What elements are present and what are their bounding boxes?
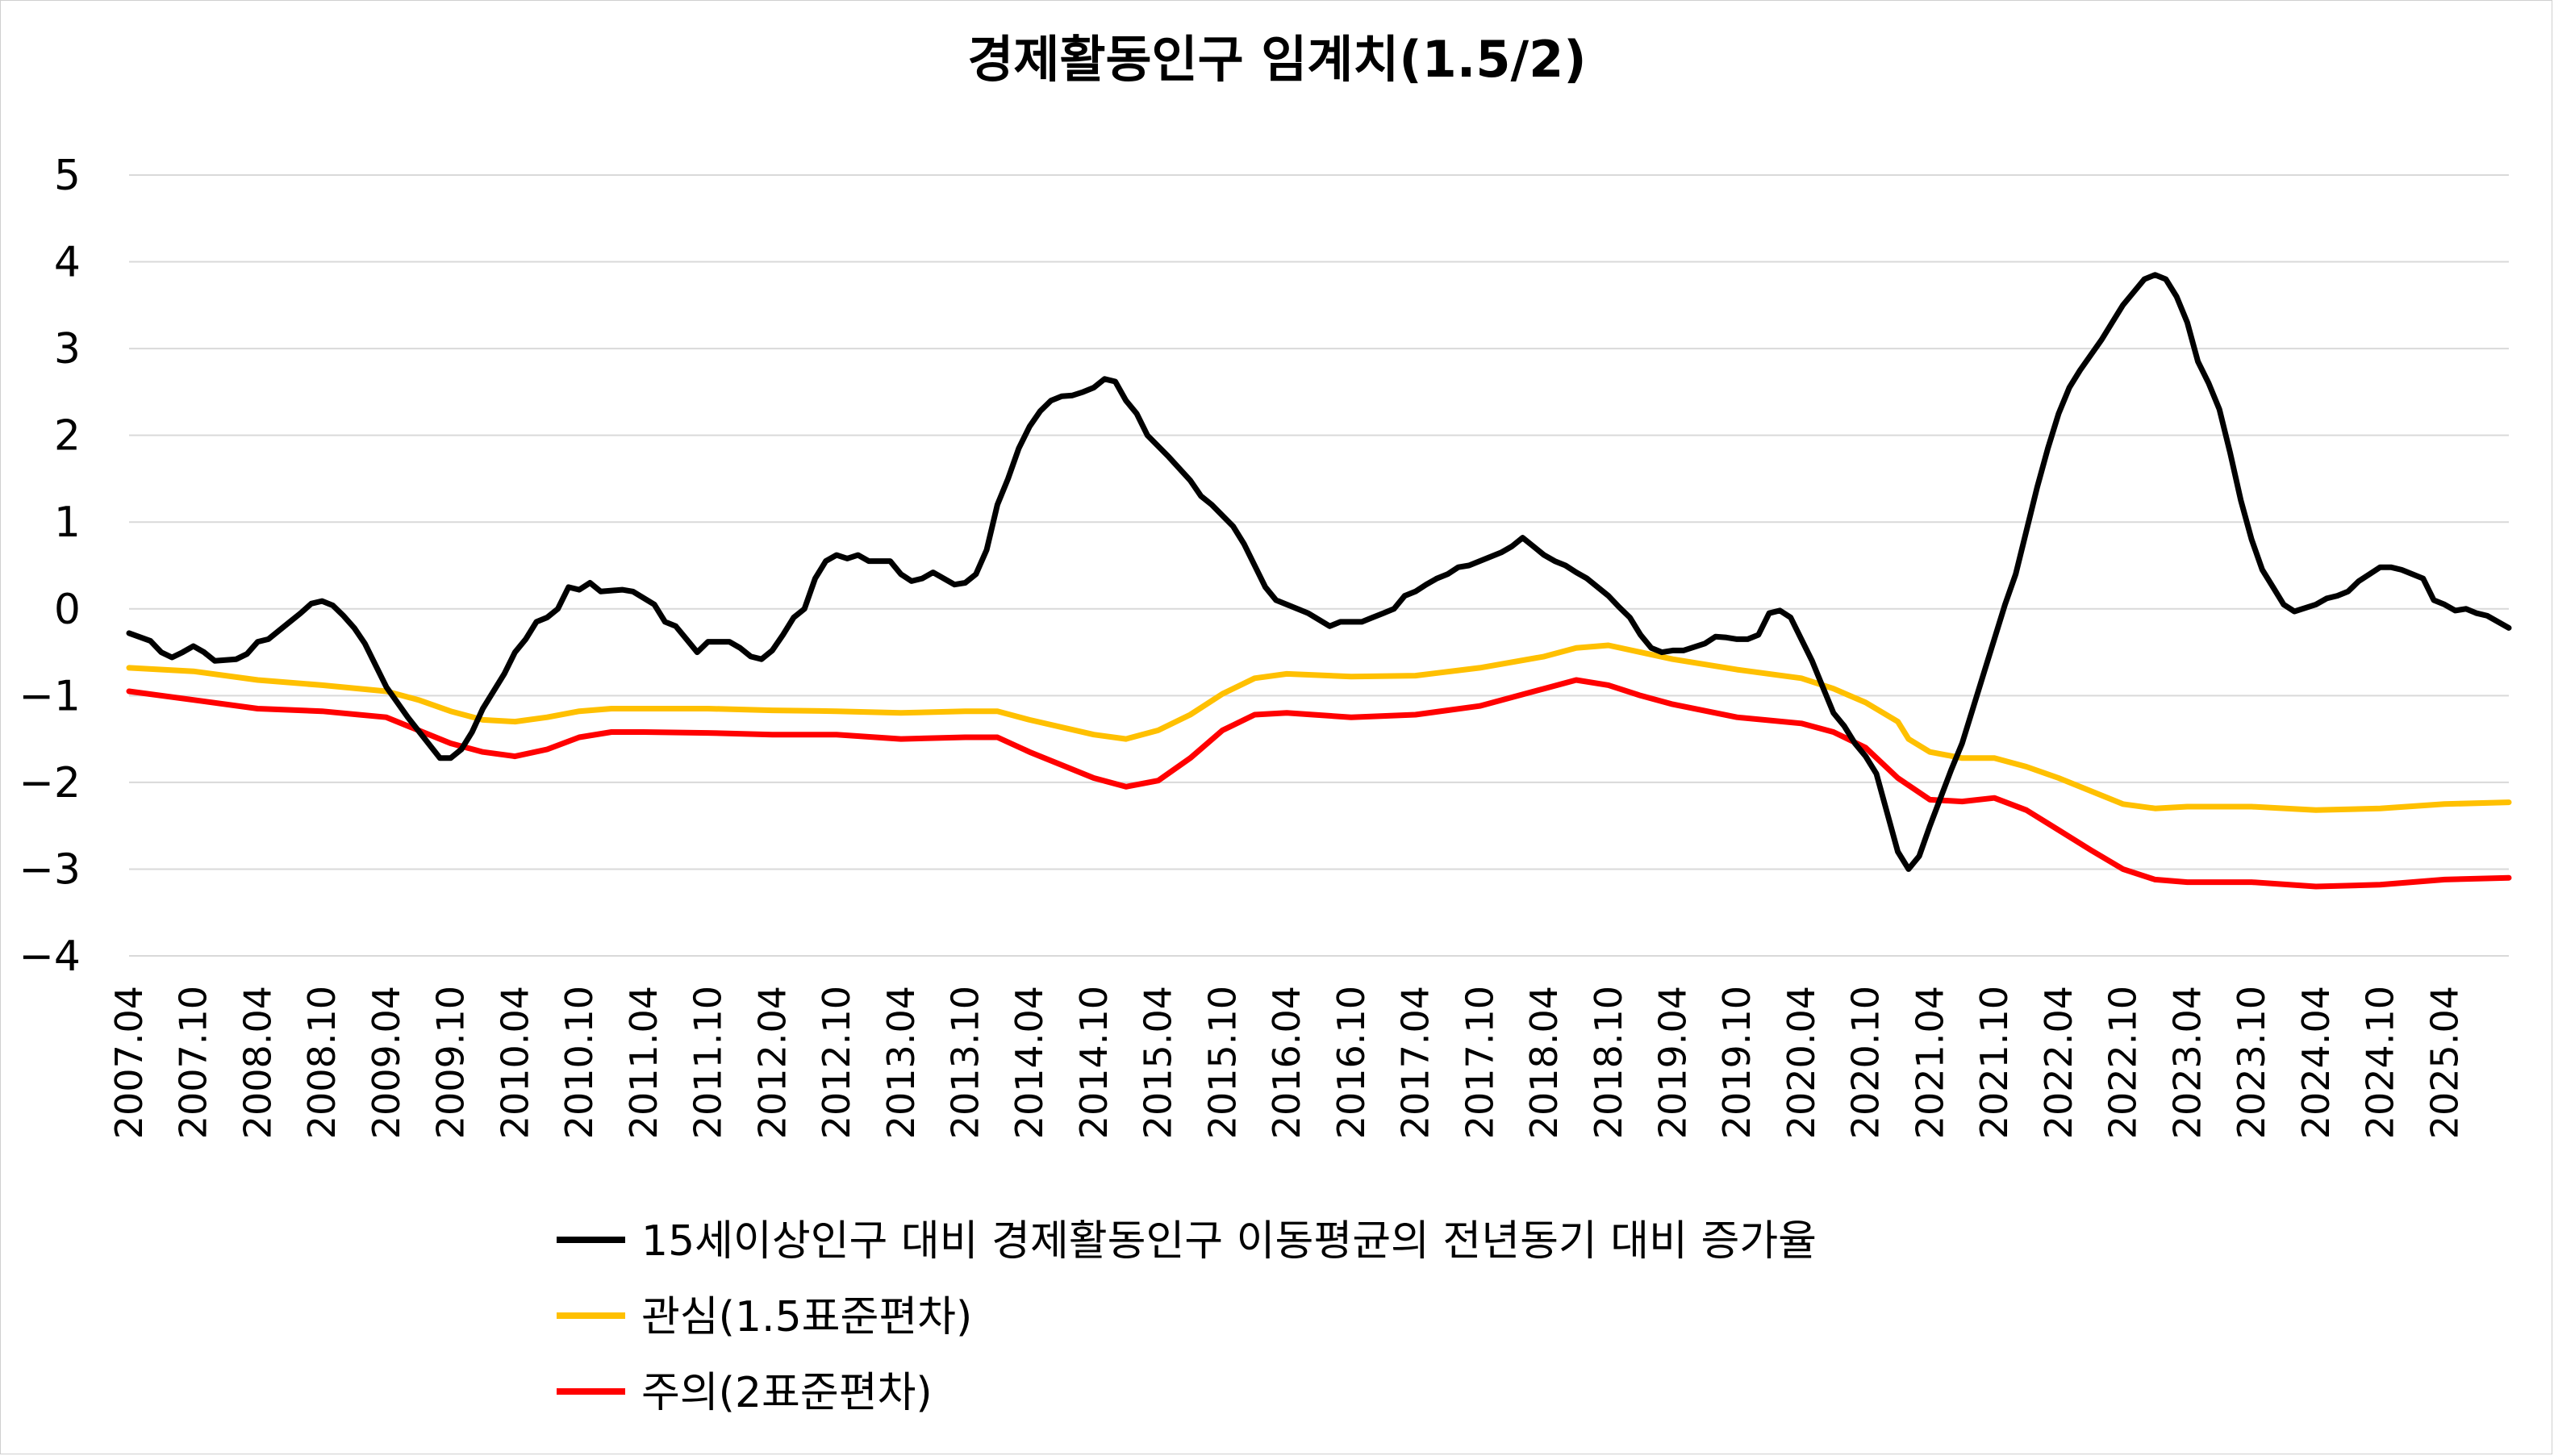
y-tick-label: 3 (54, 325, 81, 373)
x-tick-label: 2014.10 (1072, 986, 1116, 1139)
legend-label: 관심(1.5표준편차) (641, 1293, 972, 1341)
y-axis-tick-labels: 5 4 3 2 1 0 −1 −2 −3 −4 (19, 152, 81, 981)
x-tick-label: 2016.04 (1265, 986, 1308, 1139)
x-tick-label: 2023.04 (2165, 986, 2209, 1139)
x-tick-label: 2009.04 (365, 986, 408, 1139)
x-tick-label: 2021.10 (1972, 986, 2016, 1139)
x-tick-label: 2012.10 (815, 986, 858, 1139)
x-tick-label: 2025.04 (2423, 986, 2466, 1139)
x-tick-label: 2007.04 (107, 986, 151, 1139)
legend-label: 주의(2표준편차) (641, 1369, 933, 1417)
x-tick-label: 2017.10 (1458, 986, 1501, 1139)
x-axis-tick-labels: 2007.04 2007.10 2008.04 2008.10 2009.04 2009.… (107, 986, 2466, 1139)
x-tick-label: 2011.04 (622, 986, 666, 1139)
y-tick-label: 4 (54, 239, 81, 287)
x-tick-label: 2019.04 (1651, 986, 1695, 1139)
x-tick-label: 2008.10 (300, 986, 344, 1139)
x-tick-label: 2022.04 (2037, 986, 2080, 1139)
x-tick-label: 2015.04 (1137, 986, 1180, 1139)
series-line (126, 272, 2512, 872)
x-tick-label: 2017.04 (1394, 986, 1438, 1139)
x-tick-label: 2018.04 (1522, 986, 1566, 1139)
series-line (126, 677, 2512, 890)
x-tick-label: 2012.04 (750, 986, 794, 1139)
x-tick-label: 2013.04 (879, 986, 923, 1139)
y-tick-label: 0 (54, 586, 81, 634)
x-tick-label: 2007.10 (172, 986, 215, 1139)
x-tick-label: 2020.04 (1780, 986, 1823, 1139)
x-tick-label: 2022.10 (2101, 986, 2145, 1139)
x-tick-label: 2009.10 (429, 986, 473, 1139)
x-tick-label: 2010.04 (493, 986, 536, 1139)
x-tick-label: 2013.10 (943, 986, 987, 1139)
y-tick-label: −1 (19, 672, 81, 720)
x-tick-label: 2024.04 (2294, 986, 2338, 1139)
series-lines (126, 272, 2512, 890)
x-tick-label: 2010.10 (557, 986, 601, 1139)
x-tick-label: 2014.04 (1008, 986, 1051, 1139)
x-tick-label: 2021.04 (1908, 986, 1951, 1139)
y-tick-label: 2 (54, 412, 81, 461)
y-tick-label: −3 (19, 845, 81, 894)
x-tick-label: 2024.10 (2359, 986, 2402, 1139)
x-tick-label: 2011.10 (686, 986, 730, 1139)
y-tick-label: −2 (19, 759, 81, 807)
x-tick-label: 2008.04 (236, 986, 279, 1139)
x-tick-label: 2016.10 (1329, 986, 1373, 1139)
y-tick-label: −4 (19, 932, 81, 981)
x-tick-label: 2020.10 (1844, 986, 1888, 1139)
chart-title: 경제활동인구 임계치(1.5/2) (967, 30, 1586, 89)
x-tick-label: 2015.10 (1200, 986, 1244, 1139)
gridlines (129, 174, 2509, 957)
legend-label: 15세이상인구 대비 경제활동인구 이동평균의 전년동기 대비 증가율 (641, 1217, 1817, 1266)
x-tick-label: 2018.10 (1587, 986, 1630, 1139)
y-tick-label: 1 (54, 499, 81, 547)
x-tick-label: 2023.10 (2230, 986, 2273, 1139)
x-tick-label: 2019.10 (1715, 986, 1759, 1139)
legend: 15세이상인구 대비 경제활동인구 이동평균의 전년동기 대비 증가율관심(1.… (557, 1217, 1817, 1417)
y-tick-label: 5 (54, 152, 81, 200)
series-line (126, 642, 2512, 813)
